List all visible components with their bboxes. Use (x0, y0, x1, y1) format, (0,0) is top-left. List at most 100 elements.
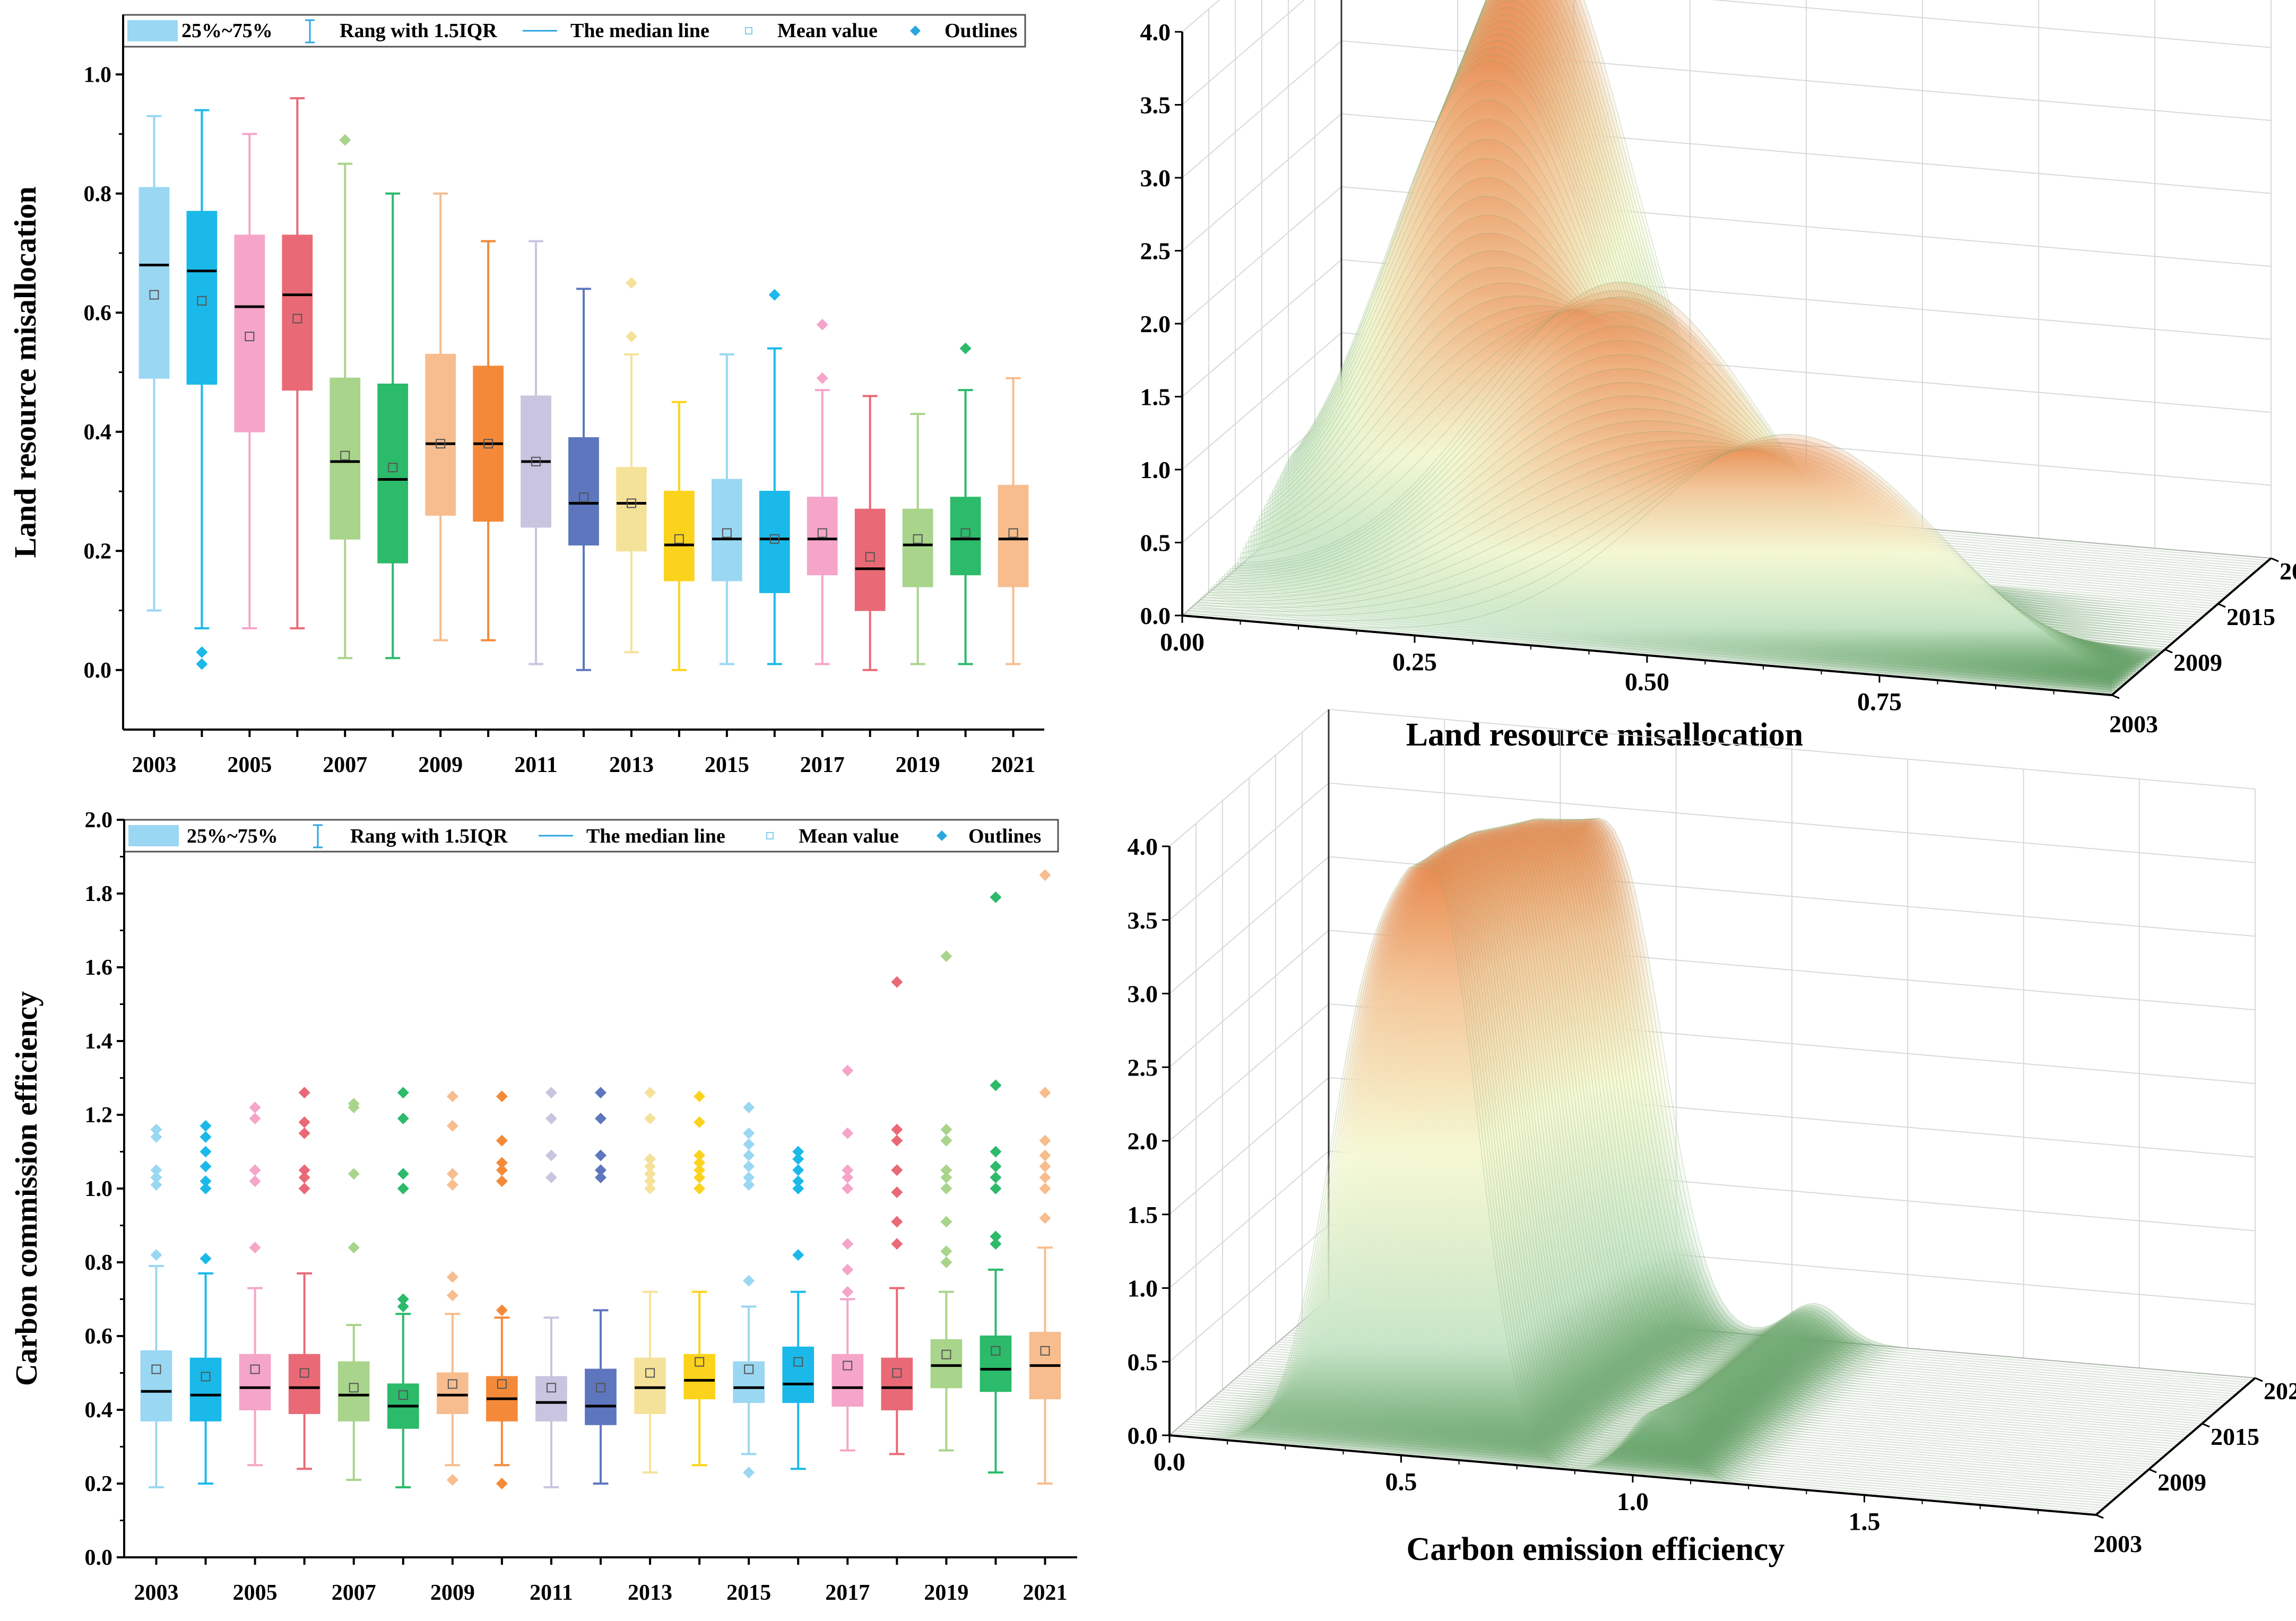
outlier-point (446, 1474, 458, 1486)
mean-marker (596, 1383, 605, 1393)
year-tick-label: 2003 (2093, 1530, 2142, 1557)
outlier-point (1039, 1160, 1051, 1173)
box-2020 (950, 342, 981, 665)
y-tick-label: 0.8 (84, 182, 112, 206)
outlier-point (990, 1160, 1002, 1173)
outlier-point (644, 1112, 656, 1124)
outlier-point (545, 1112, 557, 1124)
outlier-point (545, 1087, 557, 1099)
outlier-point (743, 1138, 755, 1150)
x-tick-label: 2015 (726, 1581, 771, 1605)
z-tick-label: 1.5 (1128, 1201, 1158, 1228)
mean-marker (722, 528, 732, 538)
outlier-point (496, 1478, 508, 1489)
outlier-point (200, 1120, 212, 1132)
outlier-point (496, 1090, 508, 1103)
y-tick-label: 0.4 (84, 420, 112, 445)
y-tick-label: 1.2 (85, 1103, 113, 1128)
outlier-point (694, 1149, 706, 1161)
box-2018 (881, 976, 913, 1455)
x-tick-label: 0.50 (1625, 668, 1669, 696)
year-tick-label: 2003 (2109, 710, 2158, 738)
outlier-point (200, 1131, 212, 1143)
outlier-point (743, 1275, 755, 1287)
mean-marker (197, 296, 207, 306)
box-2006 (288, 1087, 320, 1470)
outlier-point (397, 1112, 409, 1124)
year-tick-mark (2255, 1377, 2263, 1382)
outlier-point (743, 1102, 755, 1114)
iqr-box (782, 1346, 815, 1403)
mean-marker (769, 534, 779, 544)
x-tick-label: 0.75 (1857, 688, 1902, 716)
outlier-point (694, 1164, 706, 1176)
box-2009 (425, 192, 456, 642)
x-tick-label: 2007 (332, 1581, 376, 1605)
mean-marker (398, 1390, 408, 1400)
outlier-point (397, 1168, 409, 1180)
outlier-point (625, 277, 637, 289)
box-2021 (998, 377, 1029, 665)
outlier-point (842, 1064, 854, 1077)
box-2013 (616, 277, 647, 654)
outlier-point (792, 1249, 804, 1261)
mean-marker (991, 1346, 1001, 1356)
outlier-point (150, 1131, 162, 1143)
outlier-point (891, 976, 903, 988)
year-tick-label: 2021 (2280, 558, 2296, 585)
iqr-box (330, 377, 361, 540)
outlier-point (625, 331, 637, 343)
outlier-point (990, 1183, 1002, 1194)
mean-marker (292, 314, 302, 324)
mean-marker (546, 1383, 556, 1393)
box-2016 (759, 289, 790, 665)
outlier-point (842, 1172, 854, 1184)
x-tick-label: 1.0 (1617, 1488, 1649, 1516)
box-2004 (186, 109, 218, 670)
outlier-point (990, 1079, 1002, 1091)
outlier-point (990, 1230, 1002, 1243)
outlier-point (792, 1153, 804, 1165)
outlier-point (842, 1183, 854, 1194)
iqr-box (616, 467, 647, 552)
outlier-point (298, 1127, 310, 1139)
iqr-box (585, 1368, 617, 1425)
outlier-point (842, 1127, 854, 1139)
outlier-point (644, 1087, 656, 1099)
box-2005 (239, 1102, 271, 1467)
outlier-point (940, 1183, 952, 1194)
year-tick-mark (2271, 557, 2279, 562)
iqr-box (950, 497, 981, 576)
legend-box-swatch (127, 20, 178, 41)
y-tick-label: 0.8 (85, 1251, 113, 1275)
year-tick-mark (2217, 603, 2226, 608)
x-tick-label: 2005 (233, 1581, 278, 1605)
outlier-point (446, 1179, 458, 1191)
outlier-point (694, 1172, 706, 1184)
year-tick-mark (2148, 1468, 2157, 1473)
outlier-point (842, 1238, 854, 1250)
mean-marker (245, 332, 255, 342)
outlier-point (644, 1160, 656, 1173)
density-surface (1182, 0, 2272, 696)
mean-marker (483, 439, 493, 449)
outlier-point (891, 1216, 903, 1228)
outlier-point (694, 1090, 706, 1103)
z-tick-label: 0.5 (1140, 530, 1171, 557)
outlier-point (644, 1168, 656, 1180)
box-2007 (330, 134, 361, 660)
y-tick-label: 0.0 (84, 658, 112, 683)
outlier-point (200, 1183, 212, 1194)
iqr-box (854, 508, 886, 611)
x-tick-label: 2009 (418, 753, 463, 777)
y-axis-line (2095, 1377, 2256, 1516)
mean-marker (1008, 528, 1018, 538)
legend-mean-icon (766, 832, 774, 839)
outlier-point (298, 1172, 310, 1184)
outlier-point (200, 1146, 212, 1158)
iqr-box (711, 479, 742, 582)
outlier-point (644, 1183, 656, 1194)
x-tick-label: 2011 (530, 1581, 573, 1605)
box-2012 (585, 1087, 617, 1485)
iqr-box (234, 235, 265, 432)
